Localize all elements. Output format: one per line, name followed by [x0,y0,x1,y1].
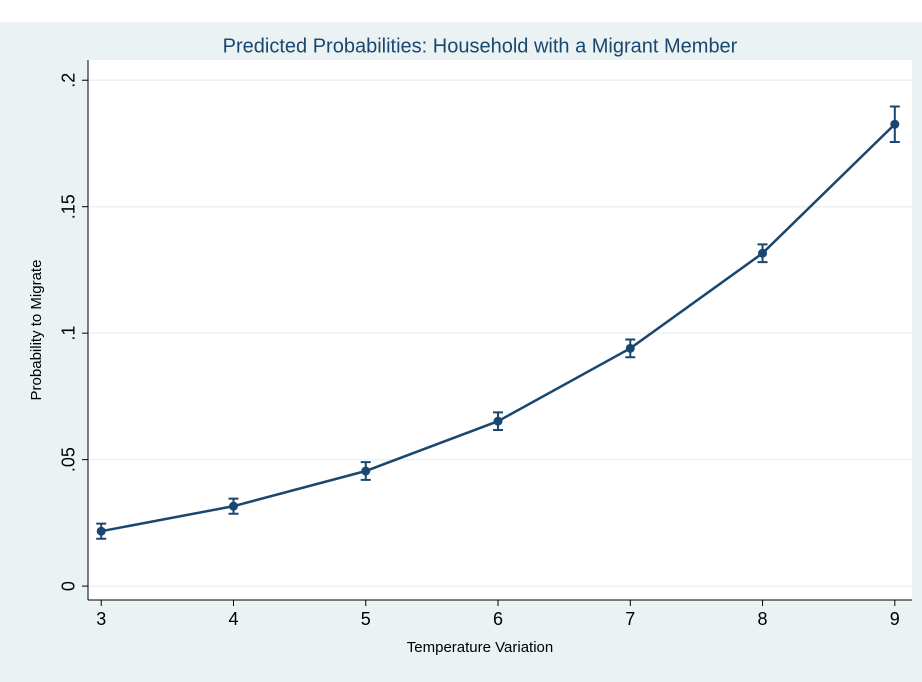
y-axis-title: Probability to Migrate [28,260,45,401]
data-point [758,248,768,258]
x-tick-label: 7 [625,609,635,629]
chart-title: Predicted Probabilities: Household with … [223,35,738,57]
x-tick-label: 4 [228,609,238,629]
plot-area [88,60,912,600]
y-tick-label: .1 [59,326,79,341]
data-point [361,466,371,476]
data-point [625,343,635,353]
y-tick-label: 0 [59,581,79,591]
data-point [493,416,503,426]
data-point [890,119,900,129]
x-axis-title: Temperature Variation [407,639,553,656]
y-tick-label: .15 [59,194,79,219]
data-point [228,501,238,511]
x-tick-label: 8 [758,609,768,629]
x-tick-label: 3 [96,609,106,629]
x-tick-label: 9 [890,609,900,629]
x-tick-label: 6 [493,609,503,629]
data-point [96,526,106,536]
x-tick-label: 5 [361,609,371,629]
y-tick-label: .2 [59,73,79,88]
y-tick-label: .05 [59,447,79,472]
